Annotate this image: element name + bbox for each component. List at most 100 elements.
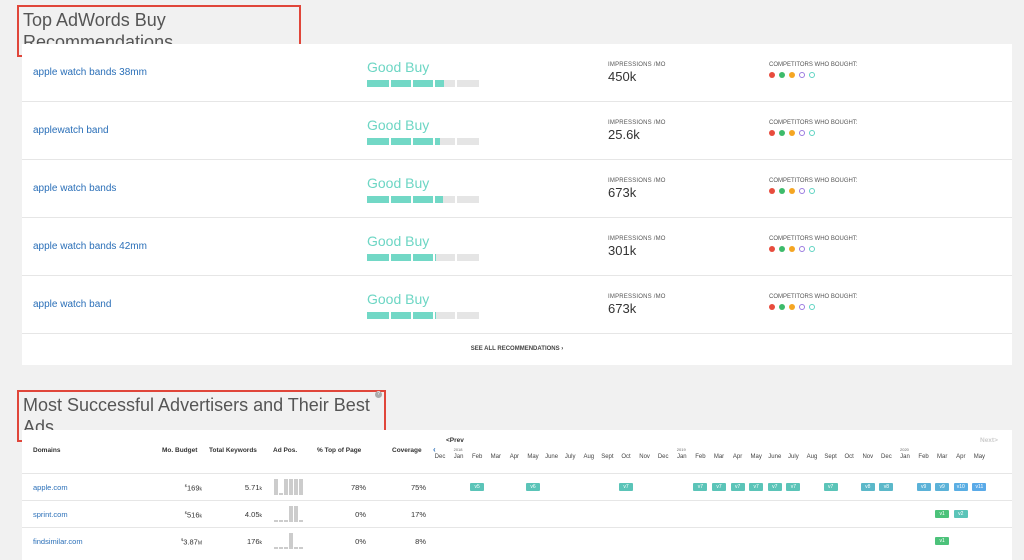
- competitor-dots: [769, 188, 815, 194]
- domain-link[interactable]: sprint.com: [33, 510, 68, 519]
- month-label: May: [750, 454, 762, 460]
- competitor-dot[interactable]: [779, 72, 785, 78]
- ad-version-badge[interactable]: v7: [823, 483, 838, 491]
- month-label: Jan: [676, 454, 687, 460]
- ad-version-badge[interactable]: v8: [860, 483, 875, 491]
- competitor-dot[interactable]: [809, 130, 815, 136]
- month-label: Oct: [844, 454, 854, 460]
- competitor-dot[interactable]: [809, 246, 815, 252]
- competitor-dot[interactable]: [769, 246, 775, 252]
- coverage-value: 75%: [410, 483, 426, 492]
- budget-amount: 516: [186, 510, 200, 520]
- advertisers-table: Domains Mo. Budget Total Keywords Ad Pos…: [22, 430, 1012, 560]
- ad-version-badge[interactable]: v9: [916, 483, 931, 491]
- domain-link[interactable]: findsimilar.com: [33, 537, 83, 546]
- ad-position-bar: [279, 493, 283, 495]
- budget-unit: M: [197, 540, 202, 547]
- competitor-dot[interactable]: [789, 72, 795, 78]
- col-coverage[interactable]: Coverage: [392, 447, 422, 454]
- ad-version-badge[interactable]: v1: [935, 510, 950, 518]
- ad-version-badge[interactable]: v8: [879, 483, 894, 491]
- competitor-dot[interactable]: [779, 130, 785, 136]
- budget-value: $3.87M: [180, 537, 202, 547]
- ad-version-badge[interactable]: v10: [953, 483, 968, 491]
- ad-version-badge[interactable]: v7: [786, 483, 801, 491]
- domain-link[interactable]: apple.com: [33, 483, 68, 492]
- competitor-dot[interactable]: [809, 188, 815, 194]
- competitor-dot[interactable]: [779, 246, 785, 252]
- rating-bar: [367, 80, 479, 87]
- advertiser-row: apple.com $169k 5.71k 78% 75% v5 v6 v7 v7 v7 v…: [22, 473, 1012, 500]
- competitor-dot[interactable]: [799, 130, 805, 136]
- ad-position-bar: [294, 547, 298, 549]
- competitor-dot[interactable]: [809, 304, 815, 310]
- month-label: May: [973, 454, 986, 460]
- year-label: 2019: [676, 447, 686, 452]
- rating-bar: [367, 254, 479, 261]
- competitor-dot[interactable]: [799, 304, 805, 310]
- month-label: June: [768, 454, 782, 460]
- recommendation-row: apple watch bands 42mm Good Buy IMPRESSI…: [22, 218, 1012, 276]
- rating-bar: [367, 196, 479, 203]
- month-label: Sept: [601, 454, 614, 460]
- ad-position-bar: [274, 479, 278, 495]
- ad-version-badge[interactable]: v7: [730, 483, 745, 491]
- budget-amount: 3.87: [183, 537, 198, 547]
- ad-version-badge[interactable]: v7: [619, 483, 633, 491]
- budget-value: $516k: [184, 510, 202, 520]
- ad-version-badge[interactable]: v7: [693, 483, 708, 491]
- competitor-dot[interactable]: [779, 188, 785, 194]
- ad-version-badge[interactable]: v7: [767, 483, 782, 491]
- keyword-link[interactable]: apple watch bands 38mm: [33, 67, 147, 78]
- col-top-of-page[interactable]: % Top of Page: [317, 447, 362, 454]
- col-ad-pos[interactable]: Ad Pos.: [273, 447, 298, 454]
- competitor-dot[interactable]: [799, 188, 805, 194]
- impressions-value: 25.6k: [608, 127, 640, 142]
- competitor-dot[interactable]: [769, 304, 775, 310]
- ad-version-badge[interactable]: v9: [935, 483, 950, 491]
- competitor-dot[interactable]: [809, 72, 815, 78]
- coverage-value: 8%: [415, 537, 426, 546]
- competitor-dot[interactable]: [789, 188, 795, 194]
- ad-version-badge[interactable]: v2: [953, 510, 968, 518]
- ad-version-badge[interactable]: v7: [712, 483, 726, 491]
- month-label: Aug: [806, 454, 818, 460]
- ad-version-badge[interactable]: v6: [526, 483, 540, 491]
- competitors-label: COMPETITORS WHO BOUGHT:: [769, 178, 858, 184]
- col-budget[interactable]: Mo. Budget: [162, 447, 198, 454]
- ad-version-badge[interactable]: v11: [972, 483, 987, 491]
- ad-position-bar: [274, 520, 278, 522]
- competitor-dot[interactable]: [769, 72, 775, 78]
- ad-position-chart: [274, 479, 303, 495]
- month-label: May: [527, 454, 539, 460]
- ad-version-badge[interactable]: v1: [935, 537, 950, 545]
- competitor-dot[interactable]: [789, 246, 795, 252]
- help-icon[interactable]: ?: [375, 391, 382, 398]
- competitor-dot[interactable]: [789, 130, 795, 136]
- ad-position-bar: [279, 520, 283, 522]
- keyword-link[interactable]: apple watch bands: [33, 183, 117, 194]
- prev-arrow[interactable]: ‹: [433, 445, 436, 454]
- competitor-dot[interactable]: [769, 188, 775, 194]
- ad-version-badge[interactable]: v5: [470, 483, 485, 491]
- top-of-page-value: 0%: [355, 537, 366, 546]
- ad-version-badge[interactable]: v7: [749, 483, 764, 491]
- keywords-unit: k: [259, 513, 263, 519]
- month-label: Apr: [509, 454, 520, 460]
- rating-bar: [367, 312, 479, 319]
- keyword-link[interactable]: apple watch bands 42mm: [33, 241, 147, 252]
- col-domains[interactable]: Domains: [33, 447, 61, 454]
- competitor-dot[interactable]: [779, 304, 785, 310]
- competitor-dot[interactable]: [789, 304, 795, 310]
- prev-button[interactable]: <Prev: [446, 437, 464, 444]
- competitor-dot[interactable]: [769, 130, 775, 136]
- see-all-recommendations-link[interactable]: SEE ALL RECOMMENDATIONS ›: [470, 346, 564, 352]
- competitor-dot[interactable]: [799, 72, 805, 78]
- next-button[interactable]: Next>: [980, 437, 998, 444]
- col-keywords[interactable]: Total Keywords: [209, 447, 257, 454]
- keyword-link[interactable]: applewatch band: [33, 125, 109, 136]
- keywords-unit: k: [259, 486, 263, 492]
- keyword-link[interactable]: apple watch band: [33, 299, 112, 310]
- keywords-amount: 176: [246, 537, 260, 546]
- competitor-dot[interactable]: [799, 246, 805, 252]
